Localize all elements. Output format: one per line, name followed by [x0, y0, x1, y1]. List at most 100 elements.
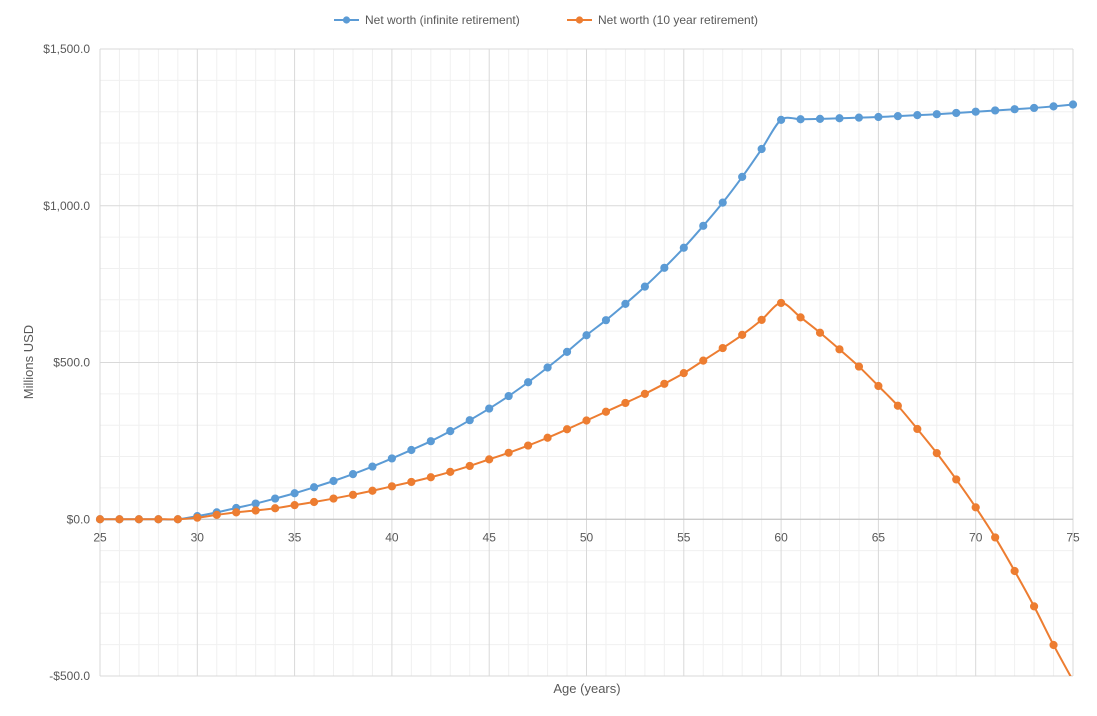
- data-point: [407, 445, 416, 455]
- data-point: [874, 112, 883, 122]
- data-point: [407, 477, 416, 487]
- y-tick-label: $500.0: [53, 356, 90, 370]
- data-point: [1029, 602, 1039, 611]
- legend-label: Net worth (infinite retirement): [365, 13, 520, 27]
- data-point: [893, 111, 902, 121]
- data-point: [718, 343, 727, 353]
- data-point: [640, 389, 649, 398]
- data-point: [815, 114, 825, 124]
- data-point: [562, 347, 572, 356]
- legend: Net worth (infinite retirement) Net worth…: [334, 13, 758, 27]
- data-point: [640, 282, 649, 291]
- data-point: [991, 106, 1000, 115]
- data-point: [601, 407, 611, 416]
- data-point: [95, 515, 105, 524]
- data-point: [251, 499, 260, 508]
- data-point: [1069, 677, 1076, 684]
- data-point: [134, 515, 144, 524]
- data-point: [348, 470, 358, 479]
- data-point: [621, 299, 630, 308]
- data-point: [465, 461, 474, 471]
- data-point: [524, 378, 533, 387]
- data-point: [154, 515, 163, 524]
- data-point: [271, 494, 280, 503]
- data-point: [368, 462, 377, 471]
- data-point: [582, 416, 591, 425]
- y-tick-label: $0.0: [67, 512, 91, 526]
- data-point: [290, 501, 299, 510]
- legend-item-1: Net worth (infinite retirement): [334, 13, 520, 27]
- data-point: [368, 486, 377, 495]
- data-point: [115, 515, 124, 524]
- data-point: [1049, 640, 1058, 650]
- y-tick-label: $1,500.0: [43, 42, 90, 56]
- data-point: [699, 356, 708, 365]
- x-tick-label: 50: [580, 530, 594, 544]
- y-tick-label: $1,000.0: [43, 199, 90, 213]
- data-point: [738, 172, 747, 182]
- data-point: [426, 437, 435, 446]
- data-point: [854, 362, 864, 371]
- x-tick-label: 25: [93, 530, 107, 544]
- y-tick-label: -$500.0: [49, 669, 90, 683]
- data-point: [932, 110, 941, 119]
- legend-label: Net worth (10 year retirement): [598, 13, 758, 27]
- series-2: [95, 298, 1076, 684]
- data-point: [621, 398, 630, 408]
- series-layer: [95, 100, 1078, 684]
- y-axis: -$500.0 $0.0 $500.0 $1,000.0 $1,500.0: [43, 42, 90, 683]
- data-point: [543, 433, 552, 442]
- x-tick-label: 30: [191, 530, 205, 544]
- data-point: [348, 490, 358, 499]
- data-point: [854, 113, 864, 122]
- legend-marker: [575, 16, 584, 24]
- data-point: [504, 391, 513, 401]
- x-tick-label: 75: [1066, 530, 1080, 544]
- data-point: [1049, 102, 1058, 111]
- x-tick-label: 70: [969, 530, 983, 544]
- data-point: [991, 533, 1000, 542]
- data-point: [1068, 100, 1078, 109]
- data-point: [329, 494, 338, 503]
- x-tick-label: 60: [774, 530, 788, 544]
- data-point: [971, 503, 980, 512]
- data-point: [952, 475, 961, 484]
- data-point: [874, 381, 883, 391]
- legend-marker: [342, 16, 351, 24]
- data-point: [582, 331, 591, 340]
- data-point: [679, 243, 688, 252]
- x-tick-label: 55: [677, 530, 691, 544]
- data-point: [543, 363, 552, 372]
- data-point: [465, 416, 474, 425]
- data-point: [271, 504, 280, 513]
- data-point: [835, 114, 844, 123]
- data-point: [757, 144, 766, 154]
- data-point: [1029, 103, 1039, 113]
- data-point: [932, 449, 941, 458]
- data-point: [387, 482, 396, 491]
- data-point: [290, 489, 299, 498]
- data-point: [446, 467, 455, 477]
- data-point: [913, 111, 922, 120]
- data-point: [1010, 566, 1019, 576]
- y-axis-title: Millions USD: [21, 325, 36, 399]
- data-point: [952, 108, 961, 118]
- data-point: [718, 198, 727, 207]
- x-tick-label: 35: [288, 530, 302, 544]
- data-point: [232, 508, 241, 517]
- data-point: [757, 315, 766, 324]
- data-point: [913, 424, 922, 434]
- data-point: [699, 221, 708, 230]
- data-point: [485, 455, 494, 464]
- data-point: [251, 506, 260, 515]
- data-point: [504, 448, 513, 457]
- x-axis: 25 30 35 40 45 50 55 60 65 70 75: [93, 530, 1080, 544]
- data-point: [835, 345, 844, 354]
- data-point: [660, 379, 669, 388]
- data-point: [387, 454, 396, 463]
- data-point: [562, 425, 572, 434]
- data-point: [329, 476, 338, 486]
- data-point: [796, 313, 805, 322]
